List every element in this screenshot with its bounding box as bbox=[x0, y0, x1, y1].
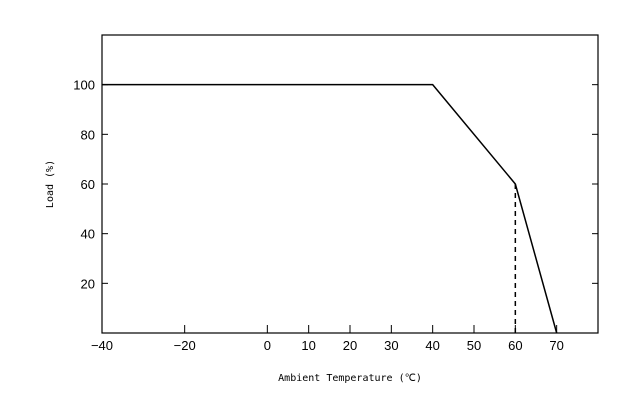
x-tick-label: −40 bbox=[91, 338, 113, 353]
x-tick-label: −20 bbox=[174, 338, 196, 353]
x-tick-label: 20 bbox=[343, 338, 357, 353]
x-axis-ticks: −40 −20 0 10 20 30 40 50 60 70 bbox=[91, 325, 564, 353]
x-tick-label: 60 bbox=[508, 338, 522, 353]
y-tick-label: 100 bbox=[73, 78, 95, 93]
plot-frame bbox=[101, 34, 599, 334]
y-axis-ticks: 20 40 60 80 100 bbox=[73, 78, 598, 291]
y-tick-label: 40 bbox=[81, 227, 95, 242]
x-tick-label: 50 bbox=[467, 338, 481, 353]
x-tick-label: 10 bbox=[301, 338, 315, 353]
series-line-0 bbox=[102, 83, 558, 334]
x-tick-label: 30 bbox=[384, 338, 398, 353]
x-tick-label: 40 bbox=[425, 338, 439, 353]
series-group bbox=[102, 83, 558, 334]
y-tick-label: 60 bbox=[81, 177, 95, 192]
x-tick-label: 70 bbox=[549, 338, 563, 353]
y-tick-label: 20 bbox=[81, 276, 95, 291]
y-tick-label: 80 bbox=[81, 127, 95, 142]
x-axis-title: Ambient Temperature (℃) bbox=[278, 373, 422, 384]
x-tick-label: 0 bbox=[264, 338, 271, 353]
y-axis-title: Load (%) bbox=[45, 160, 56, 208]
